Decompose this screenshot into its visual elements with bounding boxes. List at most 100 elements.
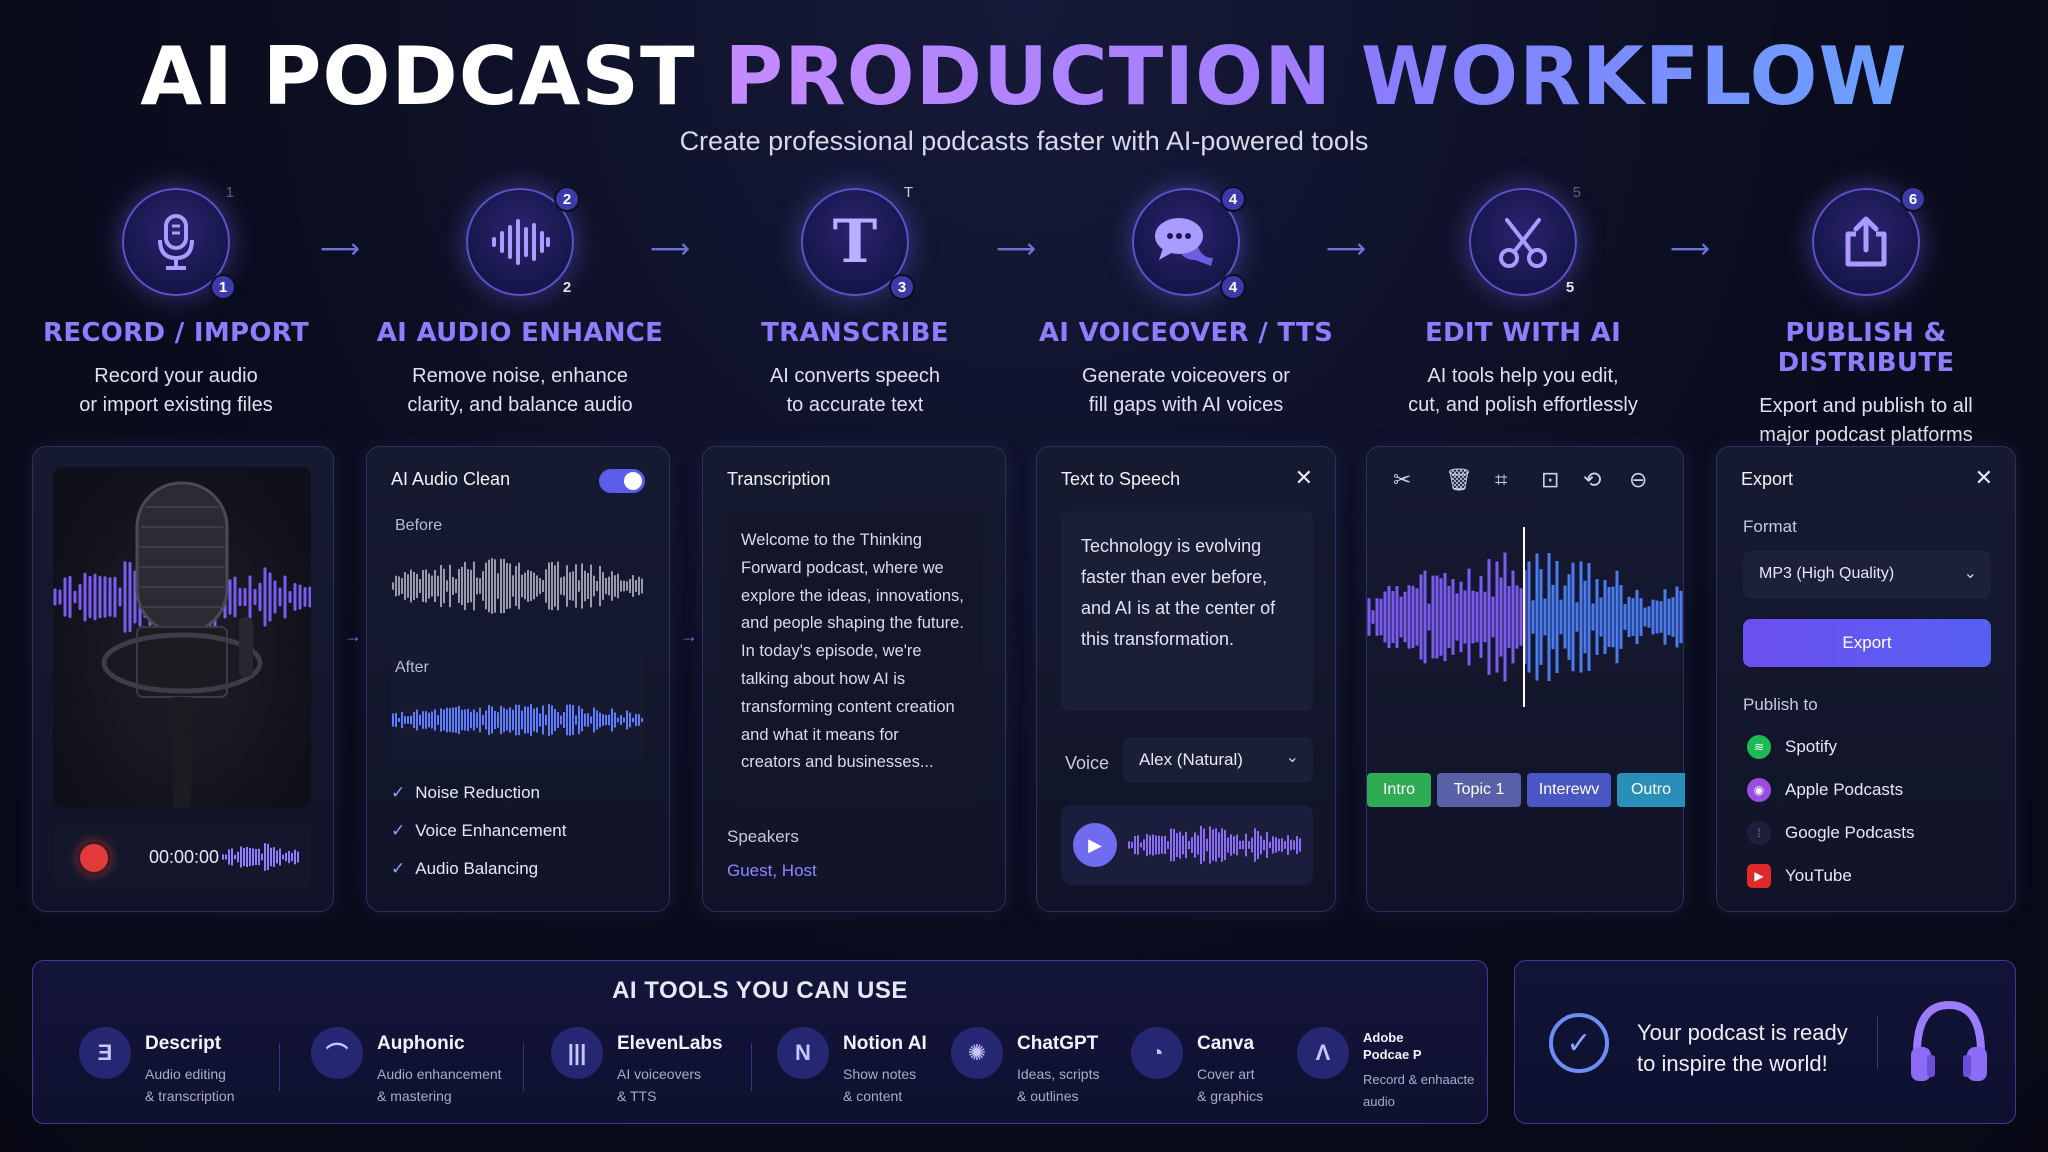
spotify-icon: ≋: [1747, 735, 1771, 759]
step-circle: 1 1: [122, 184, 236, 300]
audio-player: ▶: [1061, 805, 1313, 885]
step-enhance: 2 2 AI AUDIO ENHANCE Remove noise, enhan…: [370, 186, 670, 420]
check-voice-enhancement[interactable]: ✓ Voice Enhancement: [391, 821, 567, 840]
tools-title: AI TOOLS YOU CAN USE: [612, 977, 908, 1004]
step-title: EDIT WITH AI: [1424, 318, 1622, 348]
youtube-icon: ▶: [1747, 864, 1771, 888]
page-subtitle: Create professional podcasts faster with…: [679, 126, 1369, 156]
step-description: Export and publish to all major podcast p…: [1759, 395, 1973, 446]
notion-icon: N: [777, 1027, 829, 1079]
publish-youtube[interactable]: ▶ YouTube: [1747, 864, 1852, 888]
step-publish: 6 PUBLISH & DISTRIBUTE Export and publis…: [1716, 186, 2016, 450]
step-number-badge: 2: [562, 278, 572, 296]
step-description: AI converts speech to accurate text: [769, 365, 941, 416]
loop-icon[interactable]: ⟲: [1583, 467, 1602, 492]
trim-icon[interactable]: ⊡: [1541, 467, 1560, 492]
check-audio-balancing[interactable]: ✓ Audio Balancing: [391, 859, 539, 878]
step-number-badge: 4: [1220, 274, 1246, 300]
step-transcribe: T T 3 TRANSCRIBE AI converts speech to ac…: [705, 184, 1005, 420]
flow-arrow: ⟶: [320, 233, 361, 264]
ready-message: Your podcast is ready to inspire the wor…: [1637, 1020, 1848, 1076]
flow-arrow: ⟶: [650, 233, 691, 264]
record-bar: 00:00:00: [53, 825, 311, 889]
export-button[interactable]: Export: [1743, 619, 1991, 667]
step-description: Record your audio or import existing file…: [79, 365, 273, 416]
segment-intro[interactable]: Intro: [1367, 773, 1431, 807]
enhance-panel: AI Audio Clean Before After ✓ Noise Reduc…: [366, 446, 670, 912]
scissors-icon: [1499, 218, 1547, 268]
headphones-icon: [1911, 1000, 1987, 1081]
step-record: 1 1 RECORD / IMPORT Record your audio or …: [26, 184, 326, 420]
speakers-value[interactable]: Guest, Host: [727, 861, 817, 880]
microphone-image: [53, 467, 311, 807]
divider: [751, 1043, 752, 1091]
step-description: AI tools help you edit, cut, and polish e…: [1408, 365, 1638, 416]
voice-select[interactable]: Alex (Natural) ⌄: [1123, 737, 1313, 783]
tts-text-input[interactable]: Technology is evolving faster than ever …: [1061, 511, 1313, 711]
text-t-icon: T: [832, 207, 878, 277]
chatgpt-icon: ✺: [951, 1027, 1003, 1079]
after-waveform: [392, 704, 643, 736]
step-title: AI AUDIO ENHANCE: [376, 318, 664, 348]
close-icon[interactable]: ✕: [1974, 465, 1993, 490]
audio-clean-toggle[interactable]: [599, 469, 645, 493]
segment-interview[interactable]: Interewv: [1527, 773, 1611, 807]
title-part-1: AI PODCAST: [140, 30, 696, 123]
chevron-down-icon: ⌄: [1963, 565, 1977, 582]
step-number-badge-top: 2: [554, 186, 580, 212]
step-circle: T T 3: [801, 184, 915, 300]
record-button[interactable]: [77, 841, 111, 875]
format-value: MP3 (High Quality): [1759, 565, 1895, 582]
record-panel: 00:00:00: [32, 446, 334, 912]
edit-waveform: [1367, 527, 1683, 707]
divider: [279, 1043, 280, 1091]
check-icon: ✓: [391, 821, 406, 840]
divider: [1877, 1017, 1878, 1069]
play-button[interactable]: ▶: [1073, 823, 1117, 867]
format-select[interactable]: MP3 (High Quality) ⌄: [1743, 551, 1991, 599]
microphone-icon: [158, 214, 194, 270]
check-noise-reduction[interactable]: ✓ Noise Reduction: [391, 783, 540, 802]
voice-value: Alex (Natural): [1139, 750, 1243, 769]
after-waveform-box: After: [391, 645, 645, 761]
flow-arrow: ⟶: [1670, 233, 1711, 264]
auphonic-icon: ⌒: [311, 1027, 363, 1079]
publish-apple-podcasts[interactable]: ◉ Apple Podcasts: [1747, 778, 1903, 802]
split-icon[interactable]: ⊖: [1629, 467, 1648, 492]
step-title: AI VOICEOVER / TTS: [1038, 318, 1334, 348]
crop-icon[interactable]: ⌗: [1495, 467, 1508, 492]
step-circle: 5 5: [1469, 184, 1581, 296]
step-voiceover: 4 4 AI VOICEOVER / TTS Generate voiceove…: [1036, 186, 1336, 420]
format-label: Format: [1743, 517, 1797, 536]
publish-google-podcasts[interactable]: ⁞ Google Podcasts: [1747, 821, 1914, 845]
elevenlabs-icon: |||: [551, 1027, 603, 1079]
chevron-down-icon: ⌄: [1285, 749, 1299, 766]
segment-outro[interactable]: Outro: [1617, 773, 1685, 807]
before-waveform: [392, 558, 643, 614]
close-icon[interactable]: ✕: [1294, 465, 1313, 490]
transcription-panel: Transcription Welcome to the Thinking Fo…: [702, 446, 1006, 912]
step-number-badge: 5: [1565, 278, 1575, 296]
page-title: AI PODCAST PRODUCTION WORKFLOW: [0, 30, 2048, 123]
publish-spotify[interactable]: ≋ Spotify: [1747, 735, 1837, 759]
share-icon: [1845, 216, 1887, 267]
panel-title: AI Audio Clean: [391, 469, 511, 489]
apple-podcasts-icon: ◉: [1747, 778, 1771, 802]
step-ghost-label: T: [903, 184, 913, 201]
title-part-3: WORKFLOW: [1360, 30, 1908, 123]
segment-topic-1[interactable]: Topic 1: [1437, 773, 1521, 807]
divider: [523, 1043, 524, 1091]
step-description: Generate voiceovers or fill gaps with AI …: [1082, 365, 1290, 416]
transcript-text: Welcome to the Thinking Forward podcast,…: [727, 511, 983, 801]
mini-waveform: [222, 843, 299, 871]
step-ghost-label: 1: [225, 184, 234, 201]
record-timer: 00:00:00: [149, 847, 220, 867]
edit-panel: ✂ 🗑︎ ⌗ ⊡ ⟲ ⊖ Intro Topic 1 Interewv Outr…: [1366, 446, 1685, 912]
scissors-icon[interactable]: ✂: [1393, 467, 1412, 492]
panel-title: Export: [1741, 469, 1794, 489]
step-number-badge: 3: [889, 274, 915, 300]
step-edit: 5 5 EDIT WITH AI AI tools help you edit,…: [1373, 184, 1673, 420]
flow-arrow: ⟶: [996, 233, 1037, 264]
ready-panel: ✓ Your podcast is ready to inspire the w…: [1514, 960, 2016, 1124]
trash-icon[interactable]: 🗑︎: [1445, 467, 1473, 492]
